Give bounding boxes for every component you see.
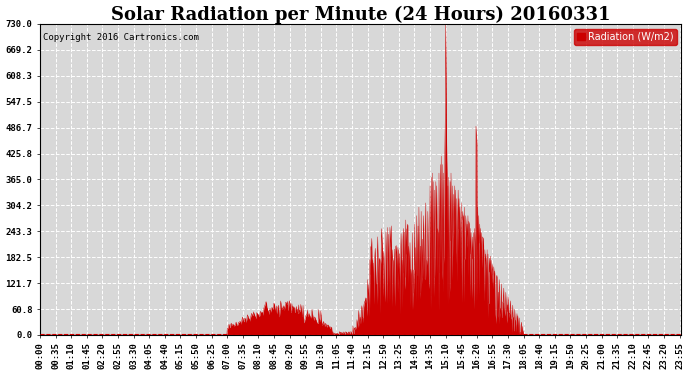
Title: Solar Radiation per Minute (24 Hours) 20160331: Solar Radiation per Minute (24 Hours) 20…: [111, 6, 611, 24]
Text: Copyright 2016 Cartronics.com: Copyright 2016 Cartronics.com: [43, 33, 199, 42]
Legend: Radiation (W/m2): Radiation (W/m2): [574, 29, 677, 45]
